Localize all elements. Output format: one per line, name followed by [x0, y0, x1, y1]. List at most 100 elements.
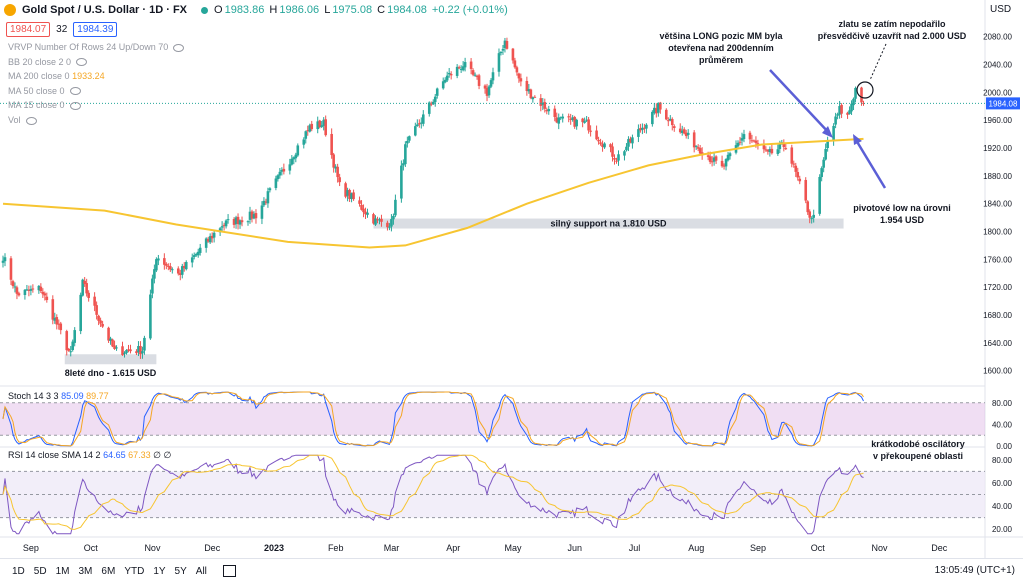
timeframe-ytd[interactable]: YTD	[124, 565, 145, 577]
timeframe-1y[interactable]: 1Y	[153, 565, 166, 577]
candle-body	[832, 125, 835, 142]
indicator-row[interactable]: Vol	[8, 113, 184, 128]
candle-body	[222, 224, 226, 226]
timeframe-1m[interactable]: 1M	[55, 565, 70, 577]
candle-body	[121, 346, 124, 356]
candle-body	[414, 126, 417, 136]
candle-body	[499, 51, 503, 54]
timeframe-5d[interactable]: 5D	[33, 565, 47, 577]
candle-body	[525, 80, 529, 91]
candle-body	[609, 144, 612, 148]
candle-body	[736, 142, 740, 147]
candle-body	[234, 217, 238, 225]
indicator-row[interactable]: MA 200 close 0 1933.24	[8, 69, 184, 84]
candle-body	[95, 305, 98, 315]
indicator-row[interactable]: BB 20 close 2 0	[8, 55, 184, 70]
candle-body	[680, 130, 684, 133]
price-tick-label: 1680.00	[983, 311, 1012, 320]
candle-body	[820, 168, 823, 177]
candle-body	[137, 346, 140, 353]
candle-body	[51, 299, 55, 320]
price-tick-label: 2000.00	[983, 88, 1012, 97]
candle-body	[429, 103, 433, 105]
candle-body	[336, 166, 339, 178]
pivot-low-arrow	[854, 139, 887, 189]
candle-body	[11, 281, 15, 287]
close-label: C	[377, 4, 386, 16]
candle-body	[447, 72, 451, 75]
timeframe-5y[interactable]: 5Y	[174, 565, 187, 577]
indicator-row[interactable]: MA 15 close 0	[8, 98, 184, 113]
calendar-icon[interactable]	[222, 565, 236, 577]
currency-label[interactable]: USD	[990, 4, 1012, 15]
eye-icon[interactable]	[25, 116, 37, 125]
eye-icon[interactable]	[69, 102, 81, 110]
candle-body	[306, 130, 310, 132]
candle-body	[358, 200, 361, 204]
candle-body	[330, 133, 333, 156]
candle-body	[380, 218, 383, 222]
timeframe-all[interactable]: All	[195, 565, 207, 577]
time-tick-label: Apr	[446, 543, 460, 553]
buy-price-button[interactable]: 1984.39	[73, 22, 118, 37]
price-tick-label: 1760.00	[983, 255, 1012, 264]
candle-body	[262, 200, 266, 206]
timeframe-1d[interactable]: 1D	[12, 565, 25, 577]
candle-body	[374, 218, 377, 225]
candle-body	[232, 219, 236, 225]
candle-body	[125, 350, 128, 354]
candle-body	[712, 157, 716, 162]
candle-body	[762, 144, 766, 150]
timeframe-3m[interactable]: 3M	[78, 565, 93, 577]
eye-icon[interactable]	[173, 43, 185, 52]
candle-body	[511, 48, 515, 61]
candle-body	[274, 178, 278, 188]
candle-body	[529, 89, 533, 99]
candle-body	[836, 114, 839, 116]
candle-body	[226, 219, 230, 221]
candle-body	[724, 159, 728, 167]
candle-body	[113, 345, 116, 349]
candle-body	[204, 238, 208, 248]
candle-body	[431, 101, 435, 105]
candle-body	[567, 116, 570, 118]
eye-icon[interactable]	[76, 58, 88, 67]
candle-body	[655, 108, 658, 114]
price-tick-label: 1880.00	[983, 172, 1012, 181]
candle-body	[427, 102, 431, 114]
timeframe-6m[interactable]: 6M	[101, 565, 116, 577]
candle-body	[696, 147, 700, 149]
rsi-line	[2, 454, 864, 535]
candle-body	[250, 211, 254, 219]
candle-body	[571, 117, 574, 121]
indicator-row[interactable]: VRVP Number Of Rows 24 Up/Down 70	[8, 40, 185, 55]
candle-body	[595, 130, 598, 140]
candle-body	[666, 120, 670, 122]
candle-body	[585, 119, 588, 121]
candle-body	[505, 41, 509, 49]
candle-body	[37, 285, 41, 291]
candle-body	[784, 148, 788, 150]
indicator-row[interactable]: MA 50 close 0	[8, 84, 184, 99]
candle-body	[722, 165, 726, 167]
candle-body	[362, 208, 365, 213]
candle-body	[240, 220, 244, 223]
candle-body	[483, 85, 487, 89]
candle-body	[176, 268, 180, 274]
candle-body	[555, 117, 559, 123]
time-tick-label: Sep	[750, 543, 766, 553]
symbol-title[interactable]: Gold Spot / U.S. Dollar · 1D · FX	[22, 4, 188, 16]
candle-body	[611, 146, 614, 157]
candle-body	[264, 201, 268, 203]
candle-body	[623, 151, 626, 156]
candle-body	[15, 287, 19, 294]
candle-body	[804, 179, 808, 201]
candle-body	[109, 338, 112, 341]
candle-body	[418, 123, 421, 125]
candle-body	[23, 289, 27, 295]
sell-price-button[interactable]: 1984.07	[6, 22, 51, 37]
candle-body	[850, 103, 853, 112]
eye-icon[interactable]	[69, 87, 81, 96]
candle-body	[720, 160, 724, 167]
